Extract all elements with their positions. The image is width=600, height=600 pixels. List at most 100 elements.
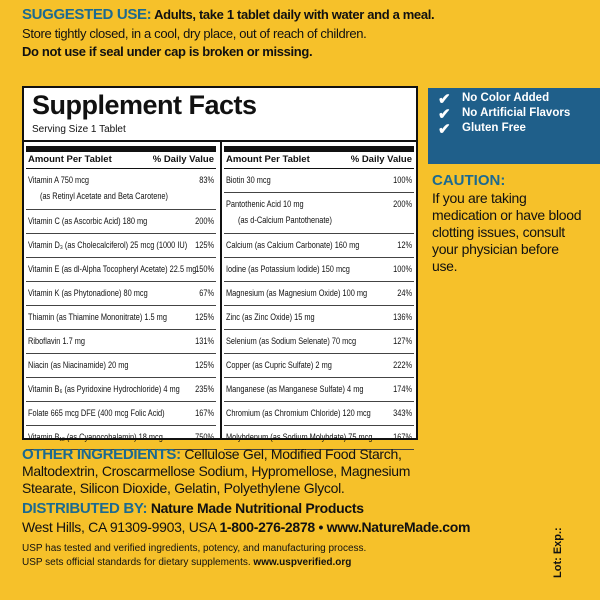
nutrient-amount: 22.5 mg (169, 264, 197, 274)
nutrient-row: Pantothenic Acid 10 mg (as d-Calcium Pant… (224, 193, 414, 234)
nutrient-name: Vitamin E (as dl-Alpha Tocopheryl Acetat… (28, 264, 168, 274)
nutrient: Vitamin B₁₂ (as Cyanocobalamin) 18 mcg (28, 432, 163, 442)
distributor: DISTRIBUTED BY: Nature Made Nutritional … (22, 500, 364, 517)
nutrient-amount: 160 mg (334, 240, 360, 250)
nutrient-name: Folate (28, 408, 49, 418)
nutrient-amount: 1.5 mg (144, 312, 167, 322)
nutrient: Vitamin D₃ (as Cholecalciferol) 25 mcg (… (28, 240, 187, 250)
nutrient-amount: 1.7 mg (62, 336, 86, 346)
column-divider (220, 140, 222, 438)
nutrient-row: Folate 665 mcg DFE (400 mcg Folic Acid) 1… (26, 402, 216, 426)
dv-header: % Daily Value (350, 154, 412, 165)
nutrient-name: Vitamin C (as Ascorbic Acid) (28, 216, 121, 226)
daily-value: 150% (195, 264, 214, 274)
daily-value: 12% (397, 240, 412, 250)
nutrient: Riboflavin 1.7 mg (28, 336, 85, 346)
nutrient-amount: 100 mg (342, 288, 368, 298)
suggested-use: SUGGESTED USE: Adults, take 1 tablet dai… (22, 6, 435, 23)
usp-line: USP sets official standards for dietary … (22, 557, 351, 568)
nutrient: Vitamin B₆ (as Pyridoxine Hydrochloride)… (28, 384, 180, 394)
nutrient-name: Pantothenic Acid (226, 199, 281, 209)
usp-text: USP sets official standards for dietary … (22, 557, 251, 568)
nutrient-row: Chromium (as Chromium Chloride) 120 mcg 3… (224, 402, 414, 426)
ingredients: OTHER INGREDIENTS: Cellulose Gel, Modifi… (22, 446, 442, 497)
nutrient-name: Vitamin B₆ (as Pyridoxine Hydrochloride) (28, 384, 162, 394)
daily-value: 83% (199, 175, 214, 185)
nutrient-amount: 10 mg (283, 199, 304, 209)
nutrient-name: Vitamin B₁₂ (as Cyanocobalamin) (28, 432, 137, 442)
daily-value: 343% (393, 408, 412, 418)
nutrient-amount: 150 mcg (321, 264, 350, 274)
nutrient-row: Molybdenum (as Sodium Molybdate) 75 mcg 1… (224, 426, 414, 450)
badge: No Artificial Flavors (462, 107, 571, 119)
nutrient-row: Manganese (as Manganese Sulfate) 4 mg 174… (224, 378, 414, 402)
ingredients-text: Cellulose Gel, Modified Food Starch, Mal… (22, 446, 411, 496)
nutrient-name: Vitamin A (28, 175, 59, 185)
nutrient-name: Chromium (as Chromium Chloride) (226, 408, 341, 418)
nutrient-row: Copper (as Cupric Sulfate) 2 mg 222% (224, 354, 414, 378)
nutrient-row: Zinc (as Zinc Oxide) 15 mg 136% (224, 306, 414, 330)
nutrient-name: Niacin (as Niacinamide) (28, 360, 106, 370)
nutrient-amount: 4 mg (163, 384, 180, 394)
nutrient-row: Vitamin A 750 mcg (as Retinyl Acetate and… (26, 169, 216, 210)
nutrient-name: Zinc (as Zinc Oxide) (226, 312, 293, 322)
caution-text: If you are taking medication or have blo… (432, 190, 582, 274)
nutrient: Selenium (as Sodium Selenate) 70 mcg (226, 336, 356, 346)
contact: 1-800-276-2878 • www.NatureMade.com (219, 519, 471, 535)
nutrient-amount: 25 mcg (1000 IU) (130, 240, 188, 250)
nutrient: Vitamin E (as dl-Alpha Tocopheryl Acetat… (28, 264, 196, 274)
nutrient-row: Vitamin C (as Ascorbic Acid) 180 mg 200% (26, 210, 216, 234)
nutrient-name: Vitamin K (as Phytonadione) (28, 288, 122, 298)
nutrient-name: Riboflavin (28, 336, 61, 346)
nutrient-name: Thiamin (as Thiamine Mononitrate) (28, 312, 143, 322)
instruction: Adults, take 1 tablet daily with water a… (154, 7, 435, 22)
nutrient-row: Selenium (as Sodium Selenate) 70 mcg 127% (224, 330, 414, 354)
daily-value: 235% (195, 384, 214, 394)
address: West Hills, CA 91309-9903, USA (22, 519, 216, 535)
amount-header: Amount Per Tablet (226, 154, 310, 165)
nutrient-name: Selenium (as Sodium Selenate) (226, 336, 330, 346)
nutrient-name: Vitamin D₃ (as Cholecalciferol) (28, 240, 129, 250)
nutrient: Chromium (as Chromium Chloride) 120 mcg (226, 408, 371, 418)
nutrient-amount: 20 mg (108, 360, 129, 370)
nutrient-amount: 665 mcg DFE (400 mcg Folic Acid) (50, 408, 165, 418)
company-name: Nature Made Nutritional Products (150, 500, 364, 516)
nutrient: Iodine (as Potassium Iodide) 150 mcg (226, 264, 350, 274)
daily-value: 125% (195, 360, 214, 370)
exp-label: Exp.: (552, 527, 564, 555)
nutrient: Biotin 30 mcg (226, 175, 271, 185)
nutrient-row: Biotin 30 mcg 100% (224, 169, 414, 193)
caution-label: CAUTION: (432, 172, 506, 189)
lot-label: Lot: (552, 557, 564, 578)
nutrient: Pantothenic Acid 10 mg (226, 199, 304, 209)
nutrient-name: Molybdenum (as Sodium Molybdate) (226, 432, 347, 442)
facts-column: Amount Per Tablet % Daily Value Vitamin A … (26, 146, 216, 450)
nutrient: Molybdenum (as Sodium Molybdate) 75 mcg (226, 432, 372, 442)
section-label: DISTRIBUTED BY: (22, 500, 148, 517)
check-icon: ✔ (438, 121, 451, 138)
nutrient-row: Vitamin B₁₂ (as Cyanocobalamin) 18 mcg 75… (26, 426, 216, 450)
daily-value: 174% (393, 384, 412, 394)
nutrient-name: Iodine (as Potassium Iodide) (226, 264, 320, 274)
daily-value: 200% (393, 199, 412, 209)
dv-header: % Daily Value (152, 154, 214, 165)
nutrient-name: Manganese (as Manganese Sulfate) (226, 384, 345, 394)
address-line: West Hills, CA 91309-9903, USA 1-800-276… (22, 519, 470, 536)
nutrient: Copper (as Cupric Sulfate) 2 mg (226, 360, 332, 370)
daily-value: 100% (393, 175, 412, 185)
daily-value: 131% (195, 336, 214, 346)
usp-line: USP has tested and verified ingredients,… (22, 543, 367, 554)
nutrient: Magnesium (as Magnesium Oxide) 100 mg (226, 288, 367, 298)
usp-url: www.uspverified.org (253, 557, 352, 568)
nutrient-name: Magnesium (as Magnesium Oxide) (226, 288, 341, 298)
amount-header: Amount Per Tablet (28, 154, 112, 165)
nutrient-amount: 120 mcg (342, 408, 371, 418)
daily-value: 125% (195, 312, 214, 322)
nutrient-row: Iodine (as Potassium Iodide) 150 mcg 100% (224, 258, 414, 282)
nutrient-amount: 750 mcg (60, 175, 90, 185)
nutrient: Folate 665 mcg DFE (400 mcg Folic Acid) (28, 408, 165, 418)
badge: No Color Added (462, 92, 550, 104)
nutrient: Manganese (as Manganese Sulfate) 4 mg (226, 384, 363, 394)
nutrient-row: Riboflavin 1.7 mg 131% (26, 330, 216, 354)
nutrient-row: Vitamin E (as dl-Alpha Tocopheryl Acetat… (26, 258, 216, 282)
